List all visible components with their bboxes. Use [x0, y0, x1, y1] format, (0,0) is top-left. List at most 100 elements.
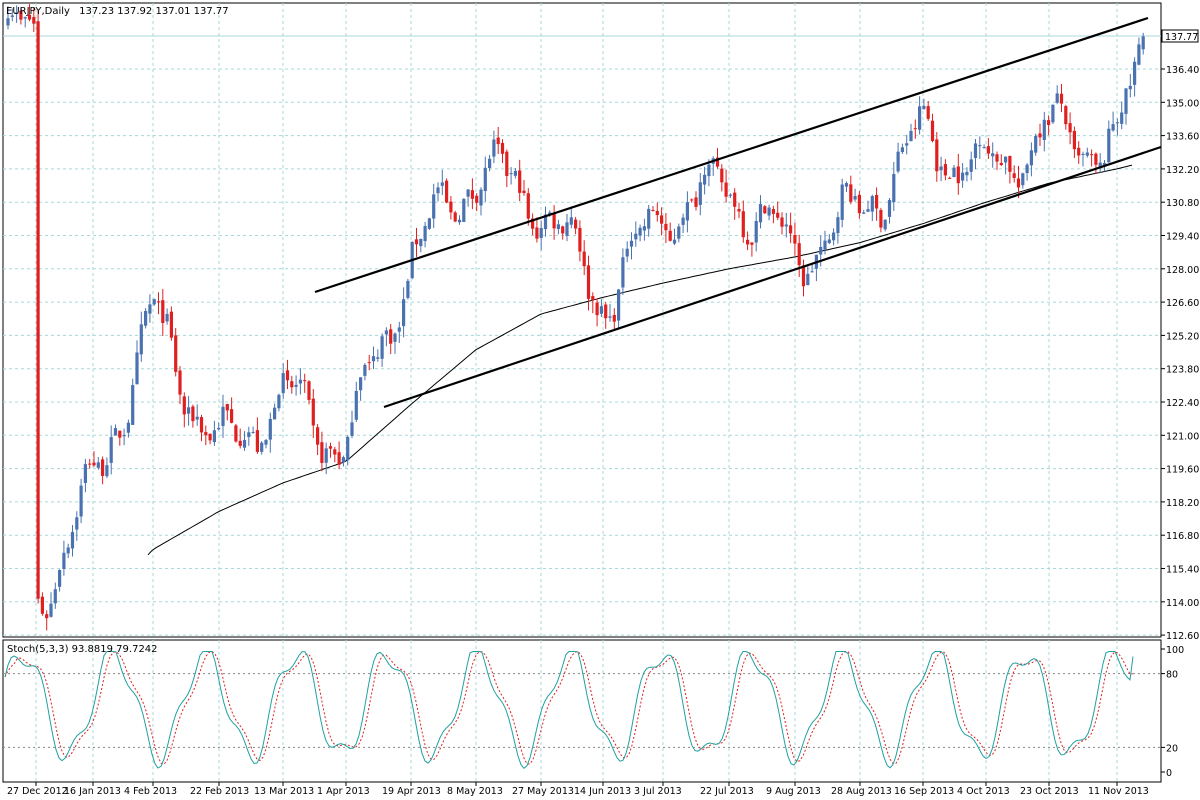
- candle-body: [354, 390, 358, 420]
- candle-body: [255, 430, 259, 452]
- candle-body: [88, 463, 92, 465]
- candle-body: [986, 146, 990, 154]
- stoch-tick-label: 80: [1166, 670, 1178, 681]
- candle-body: [531, 218, 535, 229]
- price-tick-label: 123.80: [1166, 365, 1199, 376]
- candle-body: [892, 173, 896, 203]
- candle-body: [1016, 178, 1021, 188]
- candle-body: [647, 208, 651, 229]
- candle-body: [965, 171, 969, 176]
- candle-body: [655, 210, 659, 216]
- candle-body: [1055, 93, 1059, 103]
- stochastic-lines: [4, 650, 1134, 770]
- candle-body: [148, 304, 152, 314]
- candle-body: [625, 248, 629, 257]
- candle-body: [896, 151, 900, 172]
- stoch-label: Stoch(5,3,3) 93.8819 79.7242: [7, 644, 158, 655]
- candle-body: [470, 190, 474, 199]
- candle-body: [797, 243, 801, 266]
- candle-body: [423, 226, 427, 242]
- candle-body: [935, 139, 939, 172]
- candle-body: [109, 437, 113, 463]
- candle-body: [479, 189, 483, 206]
- candle-body: [810, 271, 814, 273]
- candle-body: [281, 373, 285, 394]
- candle-body: [1042, 119, 1046, 140]
- candle-body: [629, 240, 634, 247]
- price-tick-label: 125.20: [1166, 331, 1199, 342]
- candle-body: [539, 227, 543, 238]
- candle-body: [165, 313, 169, 322]
- candle-body: [260, 442, 264, 452]
- candle-body: [569, 217, 573, 225]
- time-tick-label: 13 Mar 2013: [254, 786, 314, 797]
- candle-body: [466, 189, 470, 197]
- candle-body: [827, 239, 831, 244]
- candle-body: [1012, 173, 1016, 178]
- candle-body: [651, 209, 655, 211]
- candle-body: [703, 174, 707, 185]
- candle-body: [118, 430, 122, 438]
- candle-body: [79, 485, 83, 517]
- candle-body: [1051, 104, 1055, 123]
- candle-body: [333, 449, 337, 455]
- candle-body: [273, 407, 277, 420]
- price-tick-label: 122.40: [1166, 398, 1199, 409]
- price-tick-label: 128.00: [1166, 265, 1199, 276]
- candle-body: [328, 446, 333, 449]
- candle-body: [819, 246, 823, 255]
- candle-body: [832, 232, 836, 241]
- candle-body: [685, 202, 689, 221]
- candle-body: [393, 333, 397, 342]
- candle-body: [135, 352, 139, 385]
- candle-body: [1115, 122, 1119, 124]
- candle-body: [83, 464, 87, 483]
- candle-body: [763, 206, 767, 214]
- trendlines[interactable]: [314, 16, 1162, 409]
- stoch-tick-label: 20: [1166, 743, 1178, 754]
- candle-body: [1107, 128, 1111, 163]
- current-price-tag: 137.77: [1161, 29, 1199, 43]
- candle-body: [784, 224, 788, 227]
- candle-body: [939, 166, 943, 171]
- candle-body: [561, 226, 565, 234]
- candle-body: [199, 417, 204, 433]
- candle-body: [1090, 154, 1094, 156]
- candle-body: [126, 422, 130, 433]
- lower-trendline[interactable]: [383, 145, 1162, 409]
- chart-symbol-label: EURJPY,Daily 137.23 137.92 137.01 137.77: [6, 6, 229, 17]
- time-tick-label: 28 Aug 2013: [831, 786, 892, 797]
- candle-body: [105, 465, 109, 477]
- candle-body: [10, 15, 14, 17]
- time-tick-label: 1 Apr 2013: [317, 786, 370, 797]
- candle-body: [922, 106, 926, 110]
- candle-body: [853, 196, 857, 200]
- candle-body: [862, 212, 866, 214]
- price-tick-label: 136.40: [1166, 65, 1199, 76]
- candle-body: [32, 17, 36, 24]
- candle-body: [1068, 123, 1072, 133]
- candle-body: [844, 183, 849, 187]
- candle-body: [918, 106, 922, 130]
- candle-body: [204, 432, 208, 436]
- candle-body: [574, 219, 578, 229]
- candle-body: [905, 143, 909, 146]
- moving-average-line: [147, 164, 1133, 556]
- candle-body: [660, 215, 664, 224]
- upper-trendline[interactable]: [314, 16, 1149, 294]
- candle-body: [1098, 162, 1102, 168]
- candle-body: [728, 194, 732, 196]
- candle-body: [1077, 147, 1081, 156]
- stoch-panel[interactable]: [2, 639, 1162, 783]
- candle-body: [690, 199, 694, 201]
- candle-body: [419, 238, 423, 247]
- candle-body: [316, 427, 320, 445]
- price-panel[interactable]: [2, 2, 1162, 638]
- price-tick-label: 130.80: [1166, 198, 1199, 209]
- candle-body: [1047, 120, 1051, 125]
- candle-body: [801, 265, 806, 287]
- time-tick-label: 11 Nov 2013: [1088, 786, 1149, 797]
- price-tick-label: 119.60: [1166, 465, 1199, 476]
- candle-body: [672, 239, 677, 244]
